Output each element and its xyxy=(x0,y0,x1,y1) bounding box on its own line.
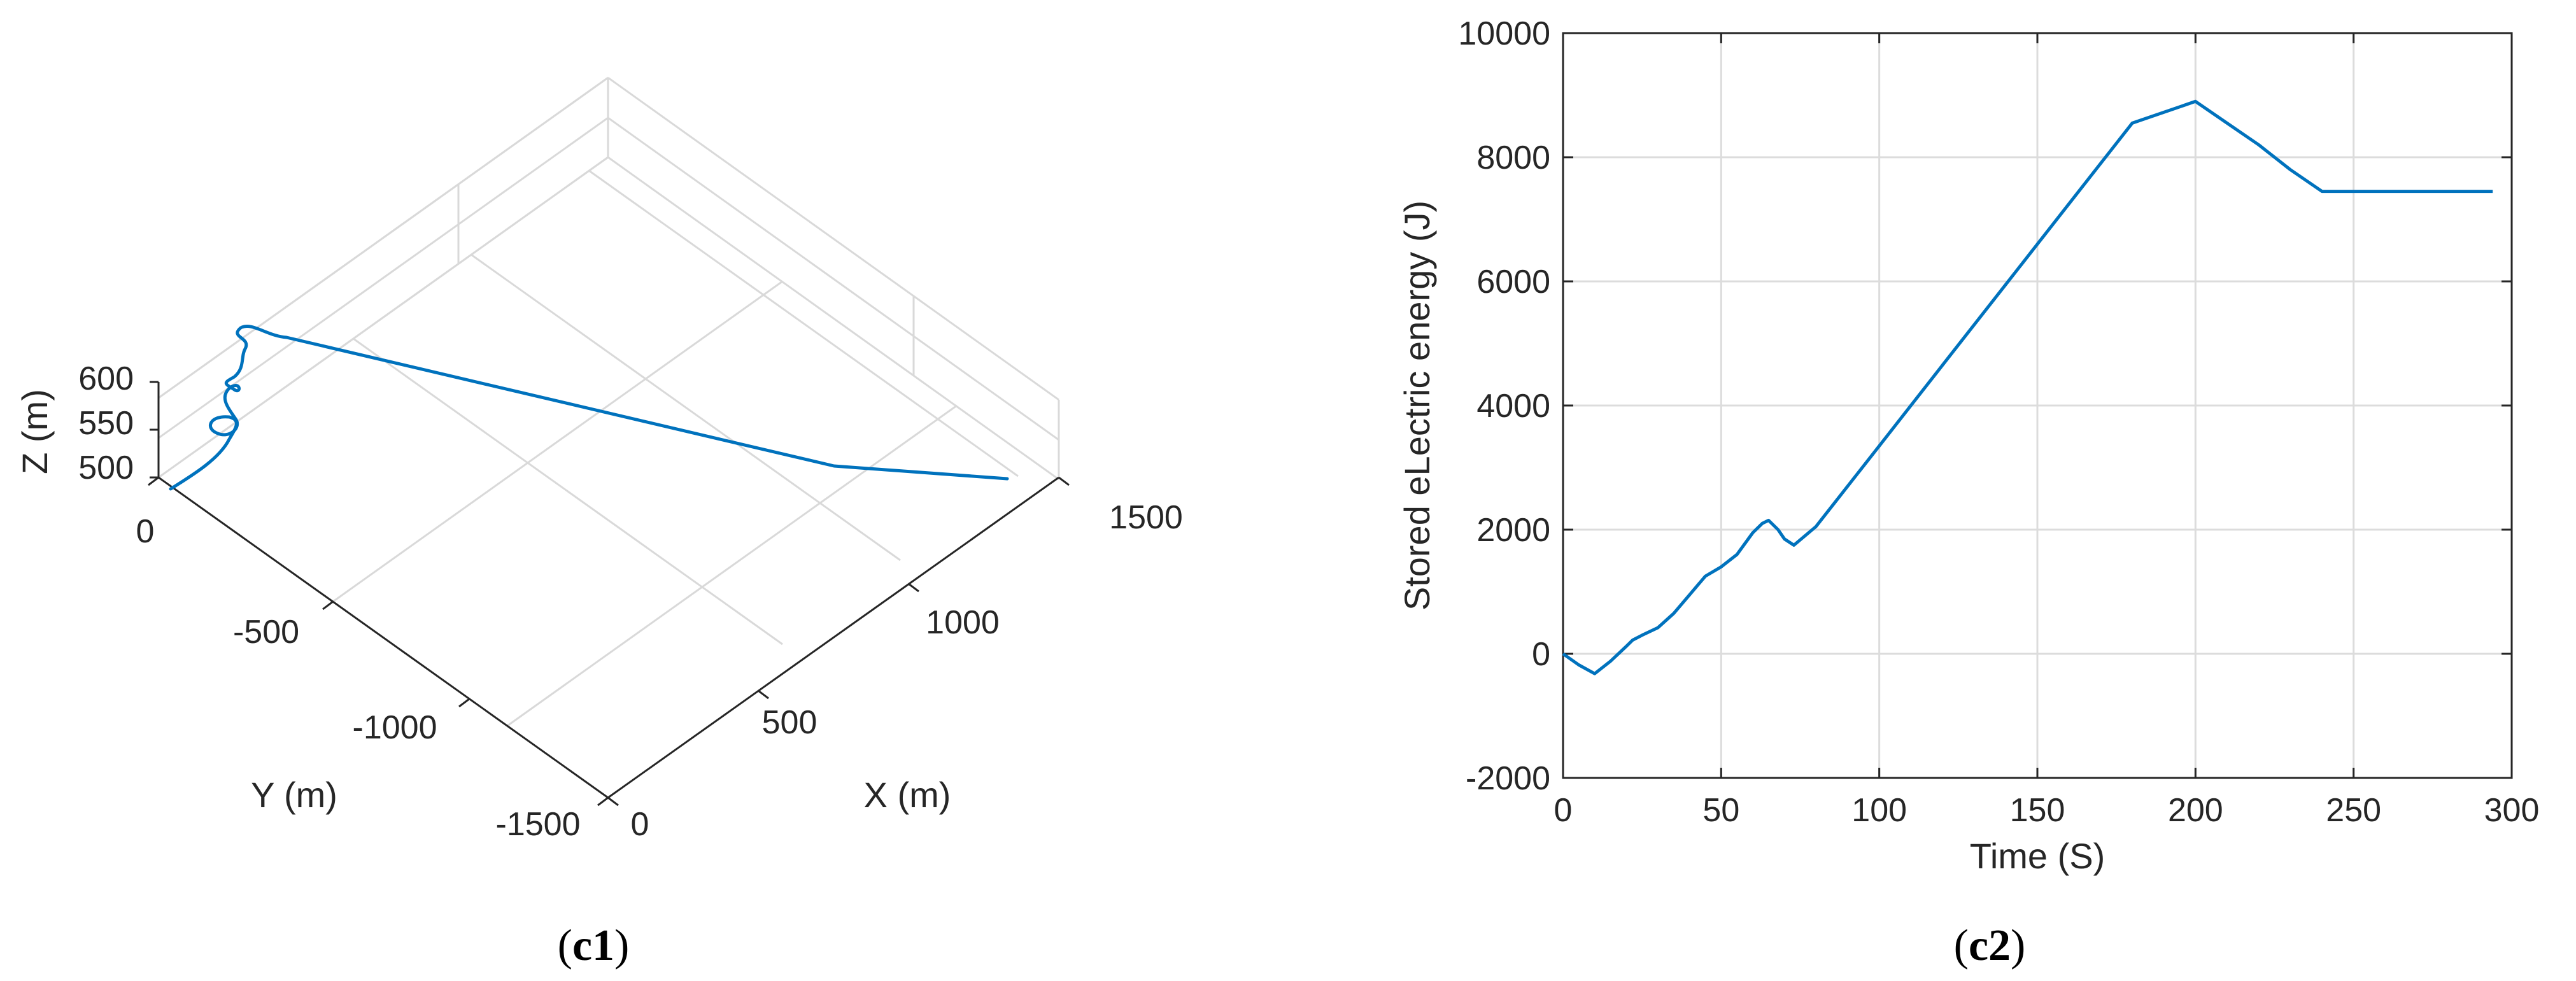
c2-caption-close: ) xyxy=(2011,921,2025,970)
c1-x-tick-3: 1500 xyxy=(1109,499,1183,536)
c2-x-tick-label: 100 xyxy=(1851,792,1907,829)
c1-z-tick-1: 550 xyxy=(78,405,134,442)
c1-x-axis-label: X (m) xyxy=(864,775,951,815)
c1-caption: (c1) xyxy=(558,921,630,970)
c2-caption-label: c2 xyxy=(1969,921,2011,970)
c1-y-tick-1: -500 xyxy=(233,614,299,651)
c2-y-tick-label: 6000 xyxy=(1476,264,1550,300)
c2-series-line xyxy=(1562,99,2493,675)
c2-y-tick-label: 0 xyxy=(1532,636,1550,673)
c2-x-axis-label: Time (S) xyxy=(1970,836,2105,876)
c2-x-tick-label: 200 xyxy=(2168,792,2223,829)
c1-tick-marks xyxy=(148,381,1070,807)
c2-y-tick-label: 10000 xyxy=(1458,15,1550,52)
c1-x-tick-1: 500 xyxy=(762,704,817,741)
c2-x-tick-label: 150 xyxy=(2010,792,2065,829)
c1-y-tick-2: -1000 xyxy=(353,709,437,746)
c1-x-tick-2: 1000 xyxy=(926,604,1000,641)
c1-caption-label: c1 xyxy=(572,921,614,970)
c2-y-tick-label: -2000 xyxy=(1466,760,1550,797)
c1-y-tick-3: -1500 xyxy=(496,806,581,843)
c1-trajectory-line xyxy=(169,325,1009,491)
c1-y-axis-label: Y (m) xyxy=(251,775,337,815)
c1-caption-open: ( xyxy=(558,921,572,970)
c2-grid xyxy=(1562,32,2513,779)
c2-y-tick-label: 4000 xyxy=(1476,388,1550,425)
c2-x-tick-label: 250 xyxy=(2326,792,2381,829)
c1-z-tick-0: 500 xyxy=(78,449,134,486)
c2-caption: (c2) xyxy=(1954,921,2026,970)
c2-y-tick-label: 2000 xyxy=(1476,512,1550,549)
c2-x-tick-label: 50 xyxy=(1702,792,1739,829)
c2-y-ticks: -2000 0 2000 4000 6000 8000 10000 xyxy=(1458,15,2512,797)
c1-caption-close: ) xyxy=(614,921,629,970)
chart-c2: 0 50 100 150 200 250 300 -20000200040006000800… xyxy=(1397,15,2539,970)
c2-y-axis-label: Stored eLectric energy (J) xyxy=(1397,201,1437,610)
c1-y-tick-0: 0 xyxy=(136,513,155,550)
c2-y-tick-label: 8000 xyxy=(1476,139,1550,176)
chart-c1: 0 -500 -1000 -1500 0 500 1000 1500 500 5… xyxy=(15,76,1183,970)
c1-z-tick-2: 600 xyxy=(78,360,134,397)
c2-x-tick-label: 0 xyxy=(1554,792,1573,829)
c2-x-ticks: 0 50 100 150 200 250 300 xyxy=(1554,33,2540,829)
c1-grid xyxy=(157,76,1060,727)
c2-x-tick-label: 300 xyxy=(2484,792,2540,829)
c1-z-axis-label: Z (m) xyxy=(15,389,55,474)
c2-caption-open: ( xyxy=(1954,921,1969,970)
c1-x-tick-0: 0 xyxy=(631,806,649,843)
c1-axes xyxy=(157,382,1059,799)
